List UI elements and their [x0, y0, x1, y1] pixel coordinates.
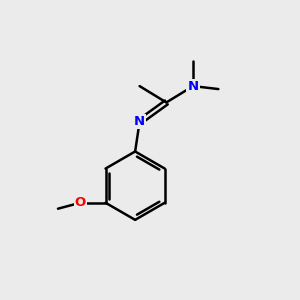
Text: N: N	[188, 80, 199, 93]
Text: N: N	[134, 115, 145, 128]
Text: O: O	[75, 196, 86, 209]
